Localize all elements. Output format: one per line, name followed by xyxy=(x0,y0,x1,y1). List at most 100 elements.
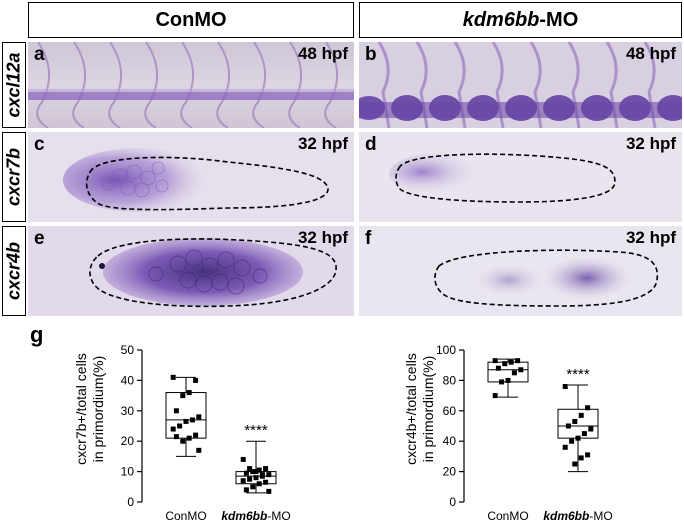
data-point xyxy=(572,461,578,467)
panel-e-image: e 32 hpf xyxy=(28,226,354,316)
column-header-kdm-italic: kdm6bb xyxy=(462,8,540,31)
panel-b-label: b xyxy=(365,44,377,65)
panel-f-image: f 32 hpf xyxy=(359,226,682,316)
data-point xyxy=(256,467,262,473)
y-tick-label: 30 xyxy=(121,404,135,418)
row-label-cxcr7b-text: cxcr7b xyxy=(3,147,24,207)
data-point xyxy=(256,481,262,487)
y-tick-label: 80 xyxy=(443,373,457,387)
data-point xyxy=(495,365,501,371)
data-point xyxy=(189,417,195,423)
panel-e-label: e xyxy=(34,228,45,249)
data-point xyxy=(186,435,192,441)
row-label-cxcl12a: cxcl12a xyxy=(2,42,26,128)
significance-stars: **** xyxy=(566,366,590,383)
chart1-ylabel-line1: cxcr7b+/total cells xyxy=(73,353,89,465)
data-point xyxy=(240,456,246,462)
column-header-kdm-suffix: -MO xyxy=(539,8,579,31)
data-point xyxy=(170,426,176,432)
data-point xyxy=(578,412,584,418)
y-tick-label: 40 xyxy=(443,434,457,448)
data-point xyxy=(177,423,183,429)
panel-d-stage: 32 hpf xyxy=(625,134,676,153)
y-tick-label: 20 xyxy=(121,434,135,448)
row-label-cxcl12a-text: cxcl12a xyxy=(3,52,24,118)
data-point xyxy=(173,408,179,414)
panel-a-image: a 48 hpf xyxy=(28,42,354,128)
panel-f-label: f xyxy=(365,228,372,249)
data-point xyxy=(186,390,192,396)
data-point xyxy=(508,359,514,365)
data-point xyxy=(243,487,249,493)
panel-a-micrograph xyxy=(28,42,354,128)
panel-d-label: d xyxy=(365,134,377,155)
x-category-label: kdm6bb-MO xyxy=(221,509,290,523)
data-point xyxy=(499,379,505,385)
panel-c-stage: 32 hpf xyxy=(297,134,348,153)
column-header-conmo-label: ConMO xyxy=(155,8,227,31)
y-tick-label: 100 xyxy=(436,343,456,357)
panel-c-micrograph xyxy=(28,132,354,222)
chart1-ylabel: cxcr7b+/total cells in primordium(%) xyxy=(73,319,107,499)
data-point xyxy=(173,434,179,440)
data-point xyxy=(180,438,186,444)
data-point xyxy=(196,414,202,420)
data-point xyxy=(193,432,199,438)
data-point xyxy=(250,484,256,490)
data-point xyxy=(492,393,498,399)
data-point xyxy=(569,438,575,444)
x-category-label: kdm6bb-MO xyxy=(543,509,612,523)
y-tick-label: 0 xyxy=(449,495,456,509)
data-point xyxy=(266,488,272,494)
data-point xyxy=(575,435,581,441)
panel-c-label: c xyxy=(34,134,45,155)
chart1-ylabel-line2: in primordium(%) xyxy=(90,355,106,463)
data-point xyxy=(183,418,189,424)
y-tick-label: 20 xyxy=(443,465,457,479)
data-point xyxy=(196,447,202,453)
row-label-cxcr4b-text: cxcr4b xyxy=(3,241,24,301)
data-point xyxy=(253,469,259,475)
data-point xyxy=(581,431,587,437)
data-point xyxy=(263,466,269,472)
y-tick-label: 10 xyxy=(121,465,135,479)
data-point xyxy=(502,361,508,367)
panel-e-micrograph xyxy=(28,226,354,316)
data-point xyxy=(180,393,186,399)
row-label-cxcr7b: cxcr7b xyxy=(2,132,26,222)
chart2-ylabel-line1: cxcr4b+/total cells xyxy=(403,353,419,465)
panel-e-stage: 32 hpf xyxy=(297,228,348,247)
chart2-plot: 0 20 40 60 80 100 ConMO kdm6bb-MO **** xyxy=(436,343,613,523)
data-point xyxy=(250,469,256,475)
x-category-label: ConMO xyxy=(165,509,206,523)
y-tick-label: 40 xyxy=(121,373,135,387)
significance-stars: **** xyxy=(244,422,268,439)
panel-b-stage: 48 hpf xyxy=(625,44,676,63)
data-point xyxy=(588,426,594,432)
data-point xyxy=(562,444,568,450)
data-point xyxy=(193,377,199,383)
data-point xyxy=(572,418,578,424)
panel-b-image: b 48 hpf xyxy=(359,42,682,128)
data-point xyxy=(505,377,511,383)
data-point xyxy=(585,405,591,411)
x-category-label: ConMO xyxy=(487,509,528,523)
data-point xyxy=(253,475,259,481)
y-tick-label: 50 xyxy=(121,343,135,357)
panel-d-micrograph xyxy=(359,132,682,222)
data-point xyxy=(263,479,269,485)
data-point xyxy=(266,472,272,478)
y-tick-label: 0 xyxy=(127,495,134,509)
data-point xyxy=(565,423,571,429)
panel-c-image: c 32 hpf xyxy=(28,132,354,222)
panel-f-stage: 32 hpf xyxy=(625,228,676,247)
panel-d-image: d 32 hpf xyxy=(359,132,682,222)
row-label-cxcr4b: cxcr4b xyxy=(2,226,26,316)
data-point xyxy=(243,470,249,476)
data-point xyxy=(170,374,176,380)
panel-g-label: g xyxy=(30,322,44,347)
data-point xyxy=(585,452,591,458)
data-point xyxy=(511,370,517,376)
data-point xyxy=(247,466,253,472)
data-point xyxy=(240,478,246,484)
